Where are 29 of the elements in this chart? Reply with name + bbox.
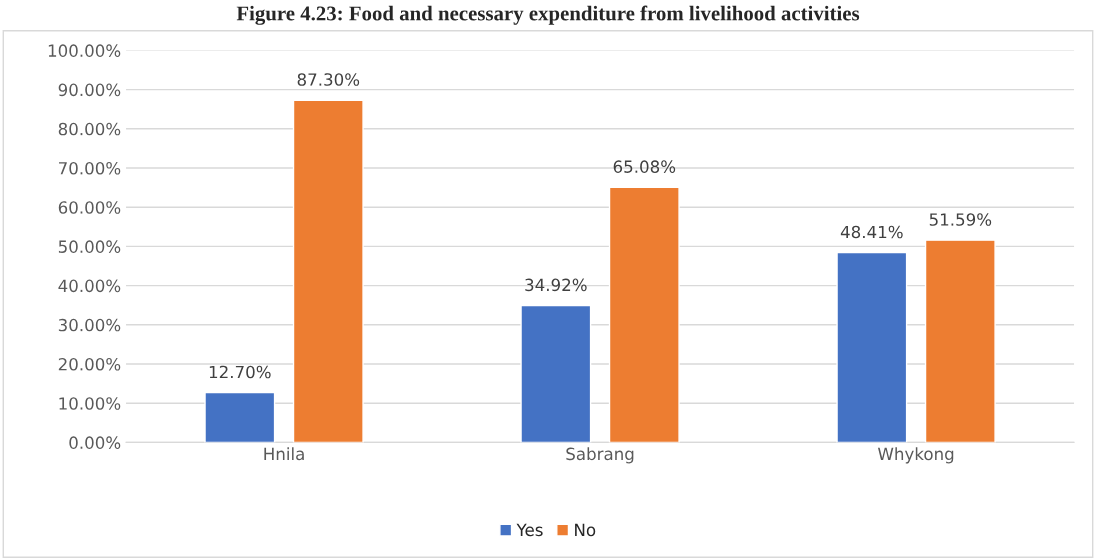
- y-tick-label: 80.00%: [58, 122, 121, 136]
- x-tick-label: Whykong: [877, 447, 954, 464]
- bar: [608, 186, 680, 443]
- y-tick-label: 90.00%: [58, 83, 121, 97]
- bar: [520, 304, 592, 443]
- y-tick-label: 40.00%: [58, 279, 121, 293]
- y-tick-label: 30.00%: [58, 318, 121, 332]
- data-label: 48.41%: [840, 225, 903, 239]
- legend-label: No: [575, 523, 596, 537]
- y-tick-label: 100.00%: [48, 44, 121, 57]
- data-label: 34.92%: [525, 278, 587, 292]
- x-tick-label: Sabrang: [566, 447, 634, 464]
- data-label: 65.08%: [613, 160, 676, 173]
- legend-label: Yes: [516, 523, 543, 537]
- y-tick-label: 20.00%: [58, 357, 121, 371]
- bar: [292, 99, 364, 443]
- data-label: 87.30%: [297, 73, 360, 86]
- bar: [204, 391, 276, 443]
- bar: [836, 251, 908, 443]
- y-tick-label: 0.00%: [69, 436, 121, 449]
- data-label: 51.59%: [929, 213, 992, 226]
- y-tick-label: 10.00%: [59, 397, 121, 410]
- data-label: 12.70%: [209, 365, 271, 379]
- y-tick-label: 50.00%: [58, 240, 121, 253]
- chart-title: Figure 4.23: Food and necessary expenditure from livelihood activities: [236, 5, 860, 25]
- bar: [924, 239, 996, 443]
- y-tick-label: 70.00%: [59, 161, 121, 175]
- y-tick-label: 60.00%: [58, 201, 121, 214]
- x-tick-label: Hnila: [264, 447, 304, 461]
